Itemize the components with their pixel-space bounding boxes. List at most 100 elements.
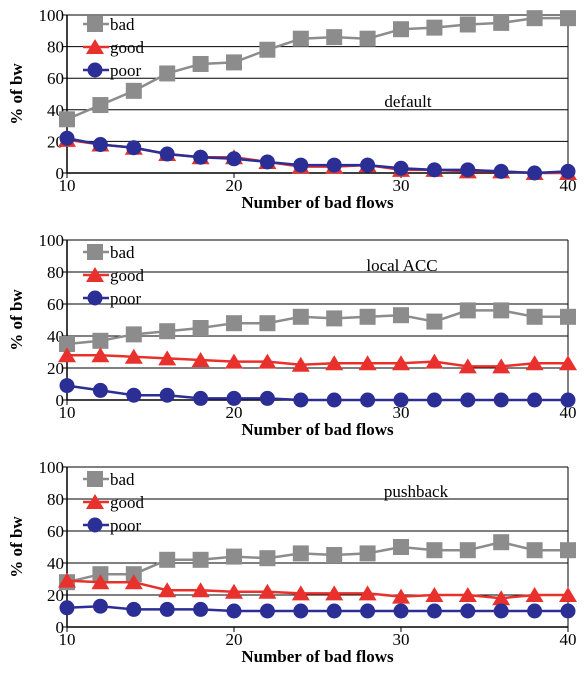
data-point-good — [492, 358, 511, 374]
data-point-poor — [293, 392, 309, 408]
data-point-poor — [393, 392, 409, 408]
data-point-bad — [159, 65, 176, 82]
x-axis-title: Number of bad flows — [241, 420, 394, 439]
data-point-bad — [426, 542, 443, 559]
y-tick-label: 60 — [47, 522, 64, 541]
data-point-good — [58, 572, 76, 588]
legend-label-bad: bad — [110, 243, 135, 262]
data-point-poor — [59, 378, 75, 394]
data-point-good — [559, 587, 577, 602]
data-point-good — [225, 353, 243, 369]
data-point-bad — [393, 21, 409, 38]
data-point-bad — [526, 542, 543, 559]
data-point-poor — [259, 390, 275, 406]
data-point-poor — [193, 390, 209, 406]
data-point-bad — [459, 302, 476, 319]
series-line-bad — [66, 16, 568, 121]
data-point-poor — [393, 603, 409, 619]
y-tick-label: 40 — [47, 554, 64, 573]
x-tick-label: 20 — [226, 176, 243, 195]
data-point-bad — [526, 308, 543, 325]
data-point-poor — [126, 387, 142, 403]
y-tick-label: 0 — [56, 391, 65, 410]
data-point-good — [91, 574, 110, 590]
data-point-poor — [226, 390, 242, 406]
data-point-bad — [359, 30, 376, 47]
data-point-bad — [426, 19, 443, 36]
legend-label-good: good — [110, 38, 145, 57]
x-tick-label: 30 — [393, 176, 410, 195]
legend-marker-bad — [87, 16, 103, 32]
data-point-poor — [560, 163, 576, 179]
chart-annotation: default — [384, 92, 431, 111]
legend: bad good poor — [83, 470, 145, 535]
data-point-poor — [293, 157, 309, 173]
data-point-bad — [393, 307, 409, 324]
x-tick-label: 30 — [393, 403, 410, 422]
x-tick-label: 40 — [560, 176, 577, 195]
series-line-poor — [66, 604, 568, 613]
data-point-good — [258, 583, 277, 599]
data-point-bad — [359, 308, 376, 325]
data-point-good — [124, 574, 143, 590]
x-axis-title: Number of bad flows — [241, 647, 394, 666]
data-point-poor — [59, 600, 75, 616]
data-point-bad — [359, 545, 376, 562]
chart-annotation: pushback — [384, 482, 449, 501]
data-point-poor — [393, 160, 409, 176]
x-tick-label: 40 — [560, 403, 577, 422]
data-point-good — [559, 355, 577, 371]
data-point-poor — [92, 137, 108, 153]
series-line-good — [66, 138, 568, 175]
data-point-good — [291, 585, 310, 601]
data-point-poor — [159, 601, 175, 617]
data-point-poor — [126, 140, 142, 156]
x-tick-label: 10 — [59, 176, 76, 195]
data-point-poor — [493, 163, 509, 179]
y-tick-label: 60 — [47, 69, 64, 88]
data-point-bad — [159, 551, 176, 568]
data-point-good — [191, 352, 210, 367]
data-point-bad — [226, 315, 242, 332]
data-point-poor — [360, 603, 376, 619]
data-point-poor — [426, 603, 442, 619]
data-point-poor — [159, 146, 175, 162]
data-point-bad — [192, 551, 209, 568]
legend-marker-bad — [87, 244, 103, 260]
data-point-poor — [226, 151, 242, 167]
series-line-poor — [66, 384, 568, 402]
data-point-bad — [560, 308, 576, 325]
data-point-bad — [526, 10, 543, 27]
data-point-bad — [159, 323, 176, 340]
data-point-poor — [293, 603, 309, 619]
y-tick-label: 0 — [56, 618, 65, 637]
data-point-poor — [493, 603, 509, 619]
series-good — [58, 347, 577, 374]
data-point-poor — [460, 392, 476, 408]
legend-marker-poor — [87, 290, 103, 306]
legend-marker-bad — [87, 471, 103, 487]
data-point-bad — [125, 82, 142, 99]
data-point-good — [191, 582, 210, 598]
data-point-bad — [292, 308, 309, 325]
data-point-bad — [259, 550, 276, 567]
legend-label-bad: bad — [110, 15, 135, 34]
data-point-bad — [393, 539, 409, 555]
legend-marker-good — [86, 39, 104, 54]
x-tick-label: 30 — [393, 630, 410, 649]
data-point-bad — [292, 545, 309, 562]
data-point-bad — [426, 313, 443, 330]
data-point-bad — [192, 320, 209, 336]
y-tick-label: 80 — [47, 38, 64, 57]
y-axis-title: % of bw — [7, 516, 26, 578]
data-point-bad — [59, 111, 75, 128]
data-point-good — [492, 590, 511, 606]
x-tick-label: 20 — [226, 403, 243, 422]
y-tick-label: 100 — [39, 231, 65, 250]
data-point-poor — [527, 603, 543, 619]
y-tick-label: 80 — [47, 263, 64, 282]
data-point-good — [392, 355, 410, 371]
data-point-poor — [460, 162, 476, 178]
legend: bad good poor — [83, 15, 145, 80]
